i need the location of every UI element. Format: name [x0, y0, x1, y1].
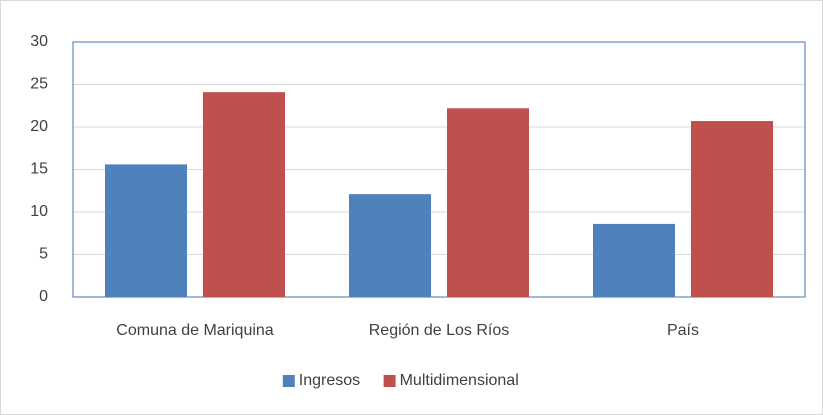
legend-swatch — [282, 375, 295, 387]
bar — [447, 108, 529, 297]
y-tick-label: 20 — [30, 118, 48, 135]
bar — [593, 223, 675, 297]
bar — [203, 92, 285, 298]
x-tick-label: Comuna de Mariquina — [116, 322, 274, 339]
bar — [105, 164, 187, 297]
y-tick-label: 0 — [39, 288, 48, 305]
x-tick-label: Región de Los Ríos — [369, 322, 510, 339]
legend-label: Ingresos — [299, 372, 360, 389]
x-tick-label: País — [667, 322, 699, 339]
y-tick-label: 10 — [30, 203, 48, 220]
bar — [349, 194, 431, 297]
y-tick-label: 15 — [30, 161, 48, 178]
legend-label: Multidimensional — [400, 372, 519, 389]
y-tick-label: 5 — [39, 246, 48, 263]
bar — [691, 121, 773, 297]
y-tick-label: 25 — [30, 76, 48, 93]
plot-border — [72, 41, 806, 298]
y-tick-label: 30 — [30, 33, 48, 50]
legend-swatch — [383, 375, 396, 387]
